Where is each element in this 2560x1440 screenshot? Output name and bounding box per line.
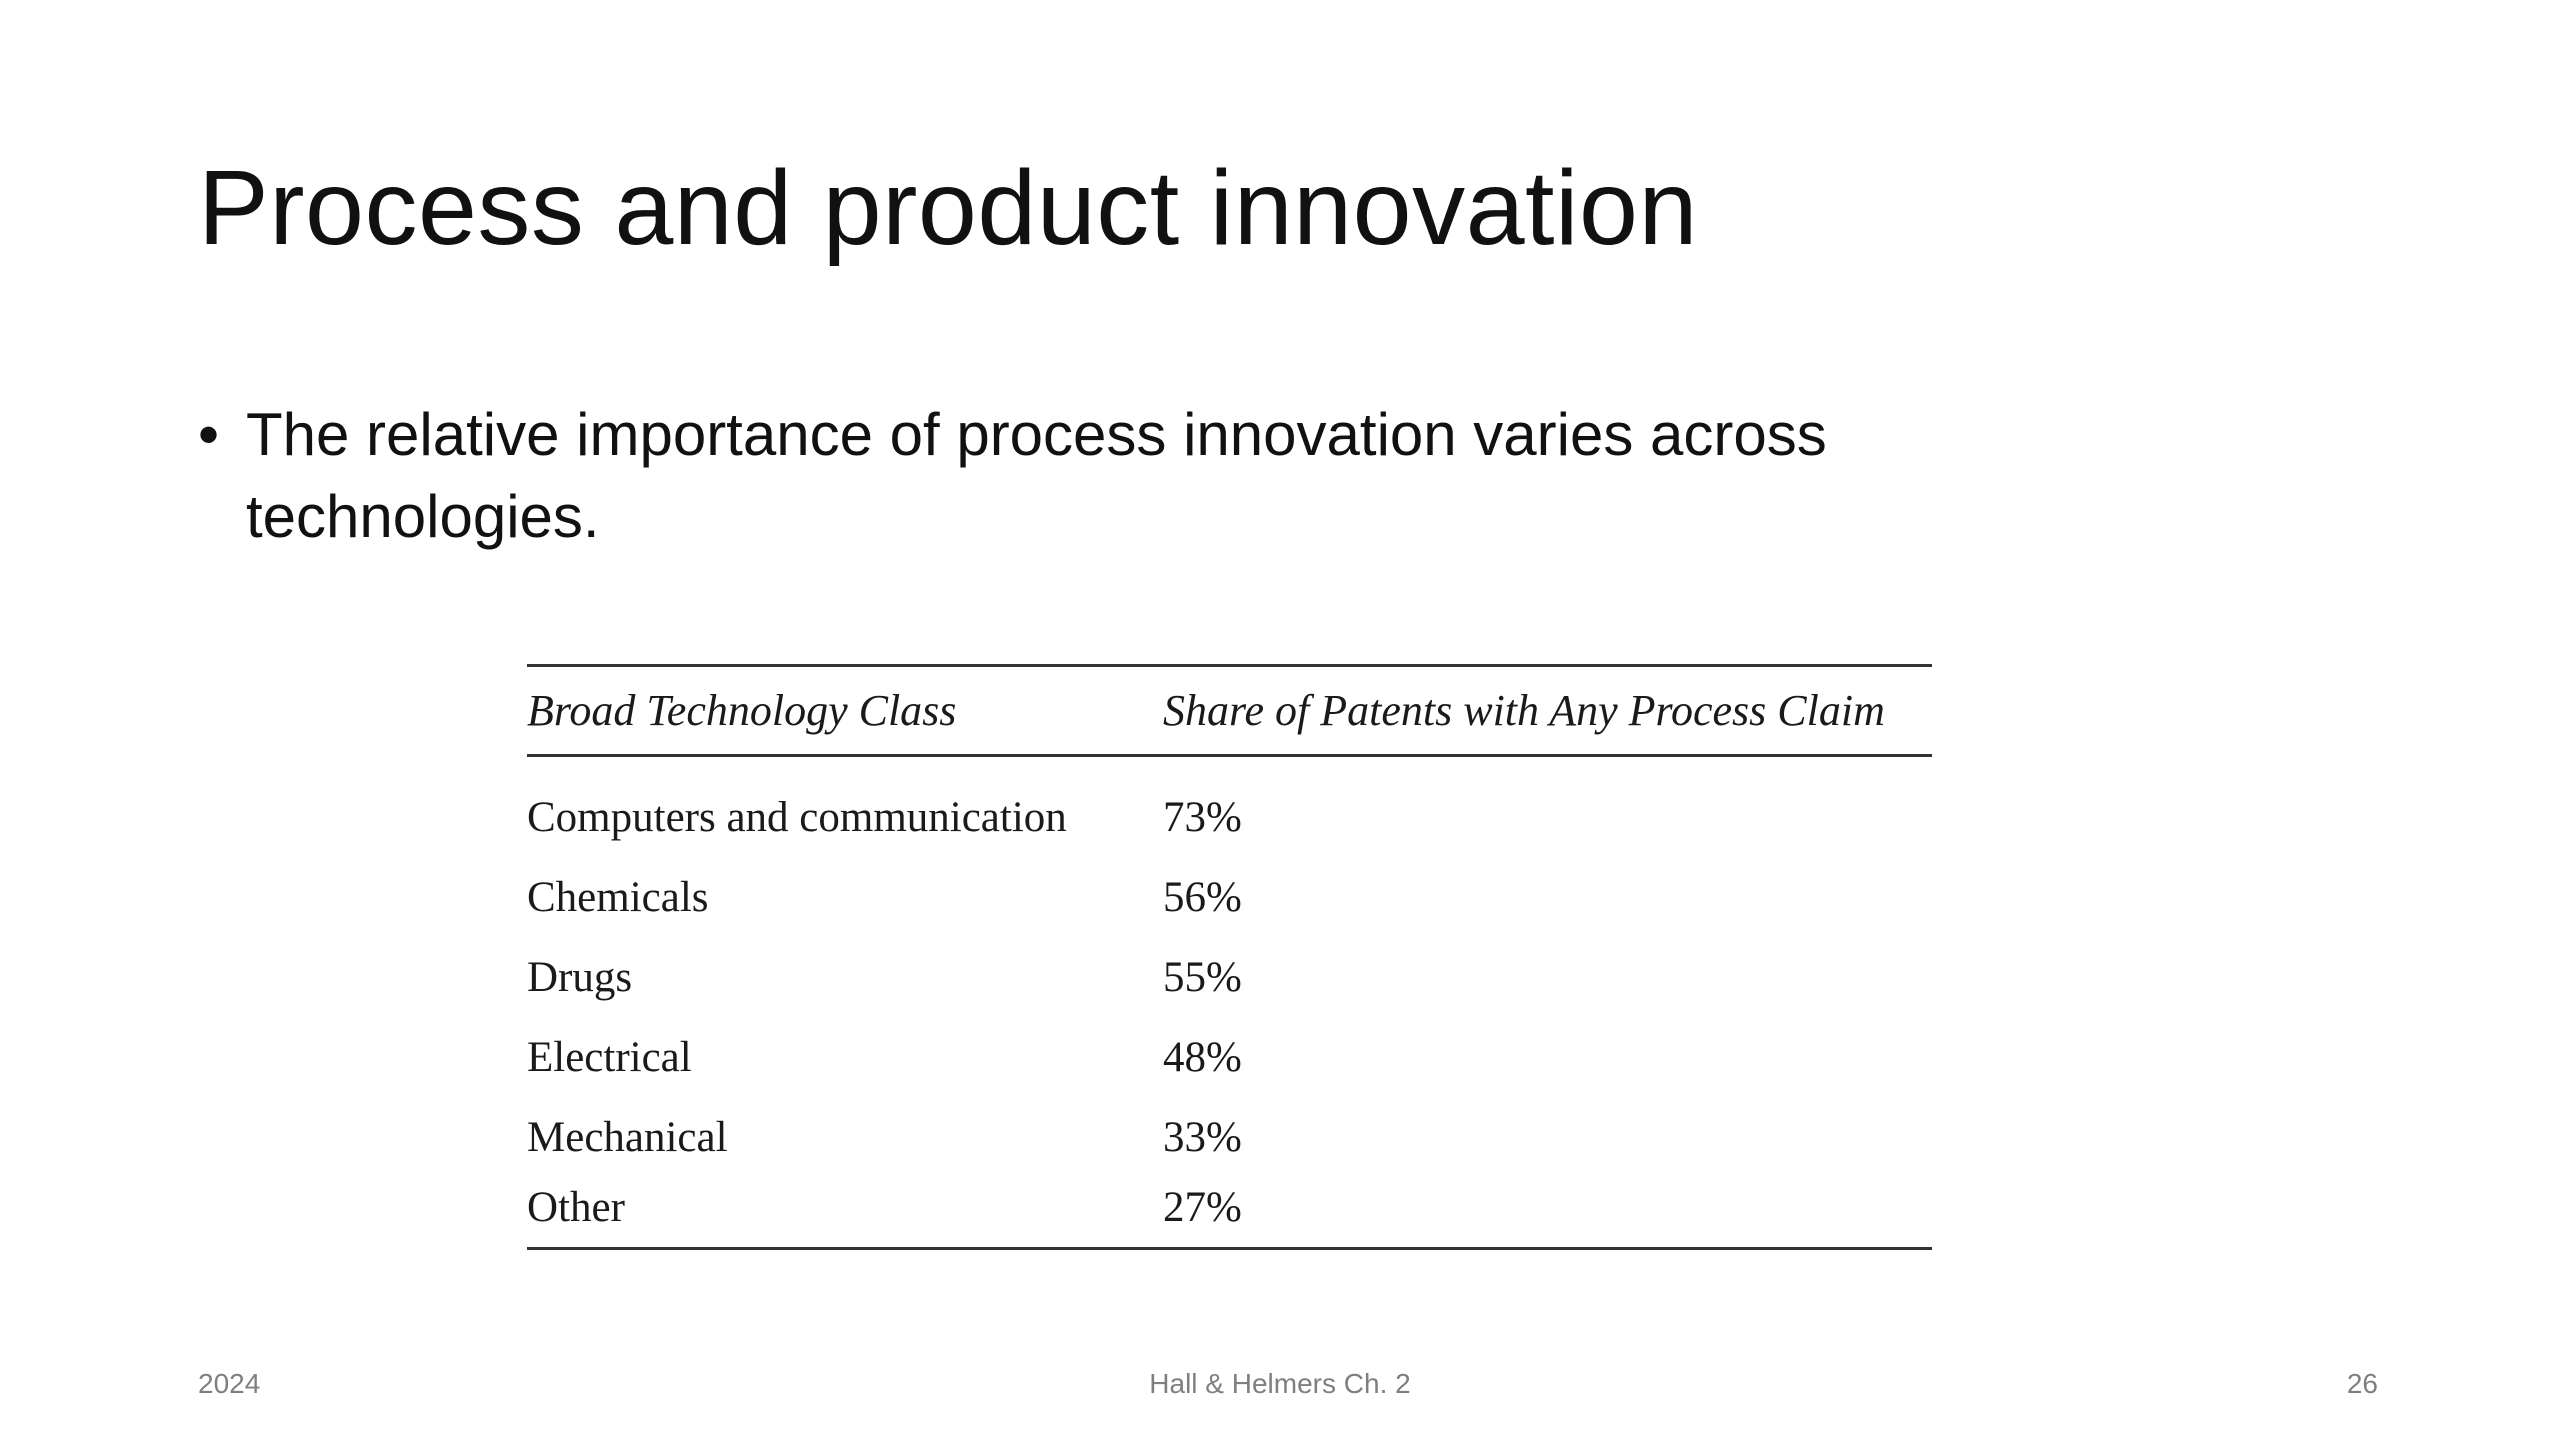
cell-technology-class: Mechanical (527, 1113, 728, 1161)
table-row: Drugs 55% (527, 937, 1932, 1017)
cell-technology-class: Computers and communication (527, 793, 1067, 841)
cell-share: 33% (1163, 1113, 1242, 1161)
cell-share: 73% (1163, 793, 1242, 841)
table-body: Computers and communication 73% Chemical… (527, 757, 1932, 1247)
footer-date: 2024 (198, 1368, 261, 1399)
header-technology-class: Broad Technology Class (527, 686, 957, 735)
table-row: Electrical 48% (527, 1017, 1932, 1097)
cell-share: 48% (1163, 1033, 1242, 1081)
bullet-list: • The relative importance of process inn… (198, 394, 2148, 558)
table-bottom-rule (527, 1247, 1932, 1250)
patent-process-claim-table: Broad Technology Class Share of Patents … (527, 664, 1932, 1250)
cell-share: 56% (1163, 873, 1242, 921)
bullet-marker: • (198, 401, 220, 468)
cell-technology-class: Chemicals (527, 873, 709, 921)
table-row: Chemicals 56% (527, 857, 1932, 937)
cell-share: 27% (1163, 1183, 1242, 1231)
slide-number: 26 (2346, 1368, 2378, 1399)
cell-share: 55% (1163, 953, 1242, 1001)
cell-technology-class: Other (527, 1183, 625, 1231)
table-row: Mechanical 33% (527, 1097, 1932, 1177)
slide-title: Process and product innovation (198, 149, 1698, 267)
table-header-rule (527, 754, 1932, 757)
table-header-row: Broad Technology Class Share of Patents … (527, 667, 1932, 754)
table-row: Computers and communication 73% (527, 777, 1932, 857)
header-share-process-claim: Share of Patents with Any Process Claim (1163, 686, 1885, 735)
table-row: Other 27% (527, 1177, 1932, 1237)
table-top-rule (527, 664, 1932, 667)
cell-technology-class: Electrical (527, 1033, 692, 1081)
footer-source: Hall & Helmers Ch. 2 (1149, 1368, 1411, 1399)
bullet-item: • The relative importance of process inn… (198, 394, 2148, 558)
cell-technology-class: Drugs (527, 953, 633, 1001)
bullet-text: The relative importance of process innov… (246, 401, 1827, 550)
